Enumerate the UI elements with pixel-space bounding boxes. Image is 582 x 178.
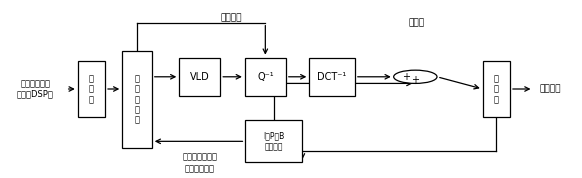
Bar xyxy=(179,58,220,96)
Text: 加法器: 加法器 xyxy=(409,18,424,27)
Text: 帧
重
排: 帧 重 排 xyxy=(494,74,499,104)
Bar xyxy=(246,120,303,162)
Text: +: + xyxy=(402,72,410,82)
Circle shape xyxy=(393,70,437,83)
Bar xyxy=(77,61,105,117)
Bar xyxy=(482,61,510,117)
Text: 量化步长: 量化步长 xyxy=(221,13,242,22)
Text: 视频输出: 视频输出 xyxy=(540,85,561,93)
Text: Q⁻¹: Q⁻¹ xyxy=(257,72,274,82)
Text: VLD: VLD xyxy=(190,72,210,82)
Text: 模式控制信号: 模式控制信号 xyxy=(184,165,215,174)
Bar xyxy=(309,58,355,96)
Text: 去
混
合
电
路: 去 混 合 电 路 xyxy=(134,74,140,125)
Text: 缓
冲
器: 缓 冲 器 xyxy=(89,74,94,104)
Text: 压缩编码输入
（来自DSP）: 压缩编码输入 （来自DSP） xyxy=(17,79,54,99)
Text: 运动矢量及编码: 运动矢量及编码 xyxy=(182,153,217,161)
Text: +: + xyxy=(411,75,420,85)
Bar xyxy=(245,58,286,96)
Text: I、P、B
帧存储器: I、P、B 帧存储器 xyxy=(263,132,285,151)
Text: DCT⁻¹: DCT⁻¹ xyxy=(317,72,347,82)
Bar xyxy=(122,51,152,148)
